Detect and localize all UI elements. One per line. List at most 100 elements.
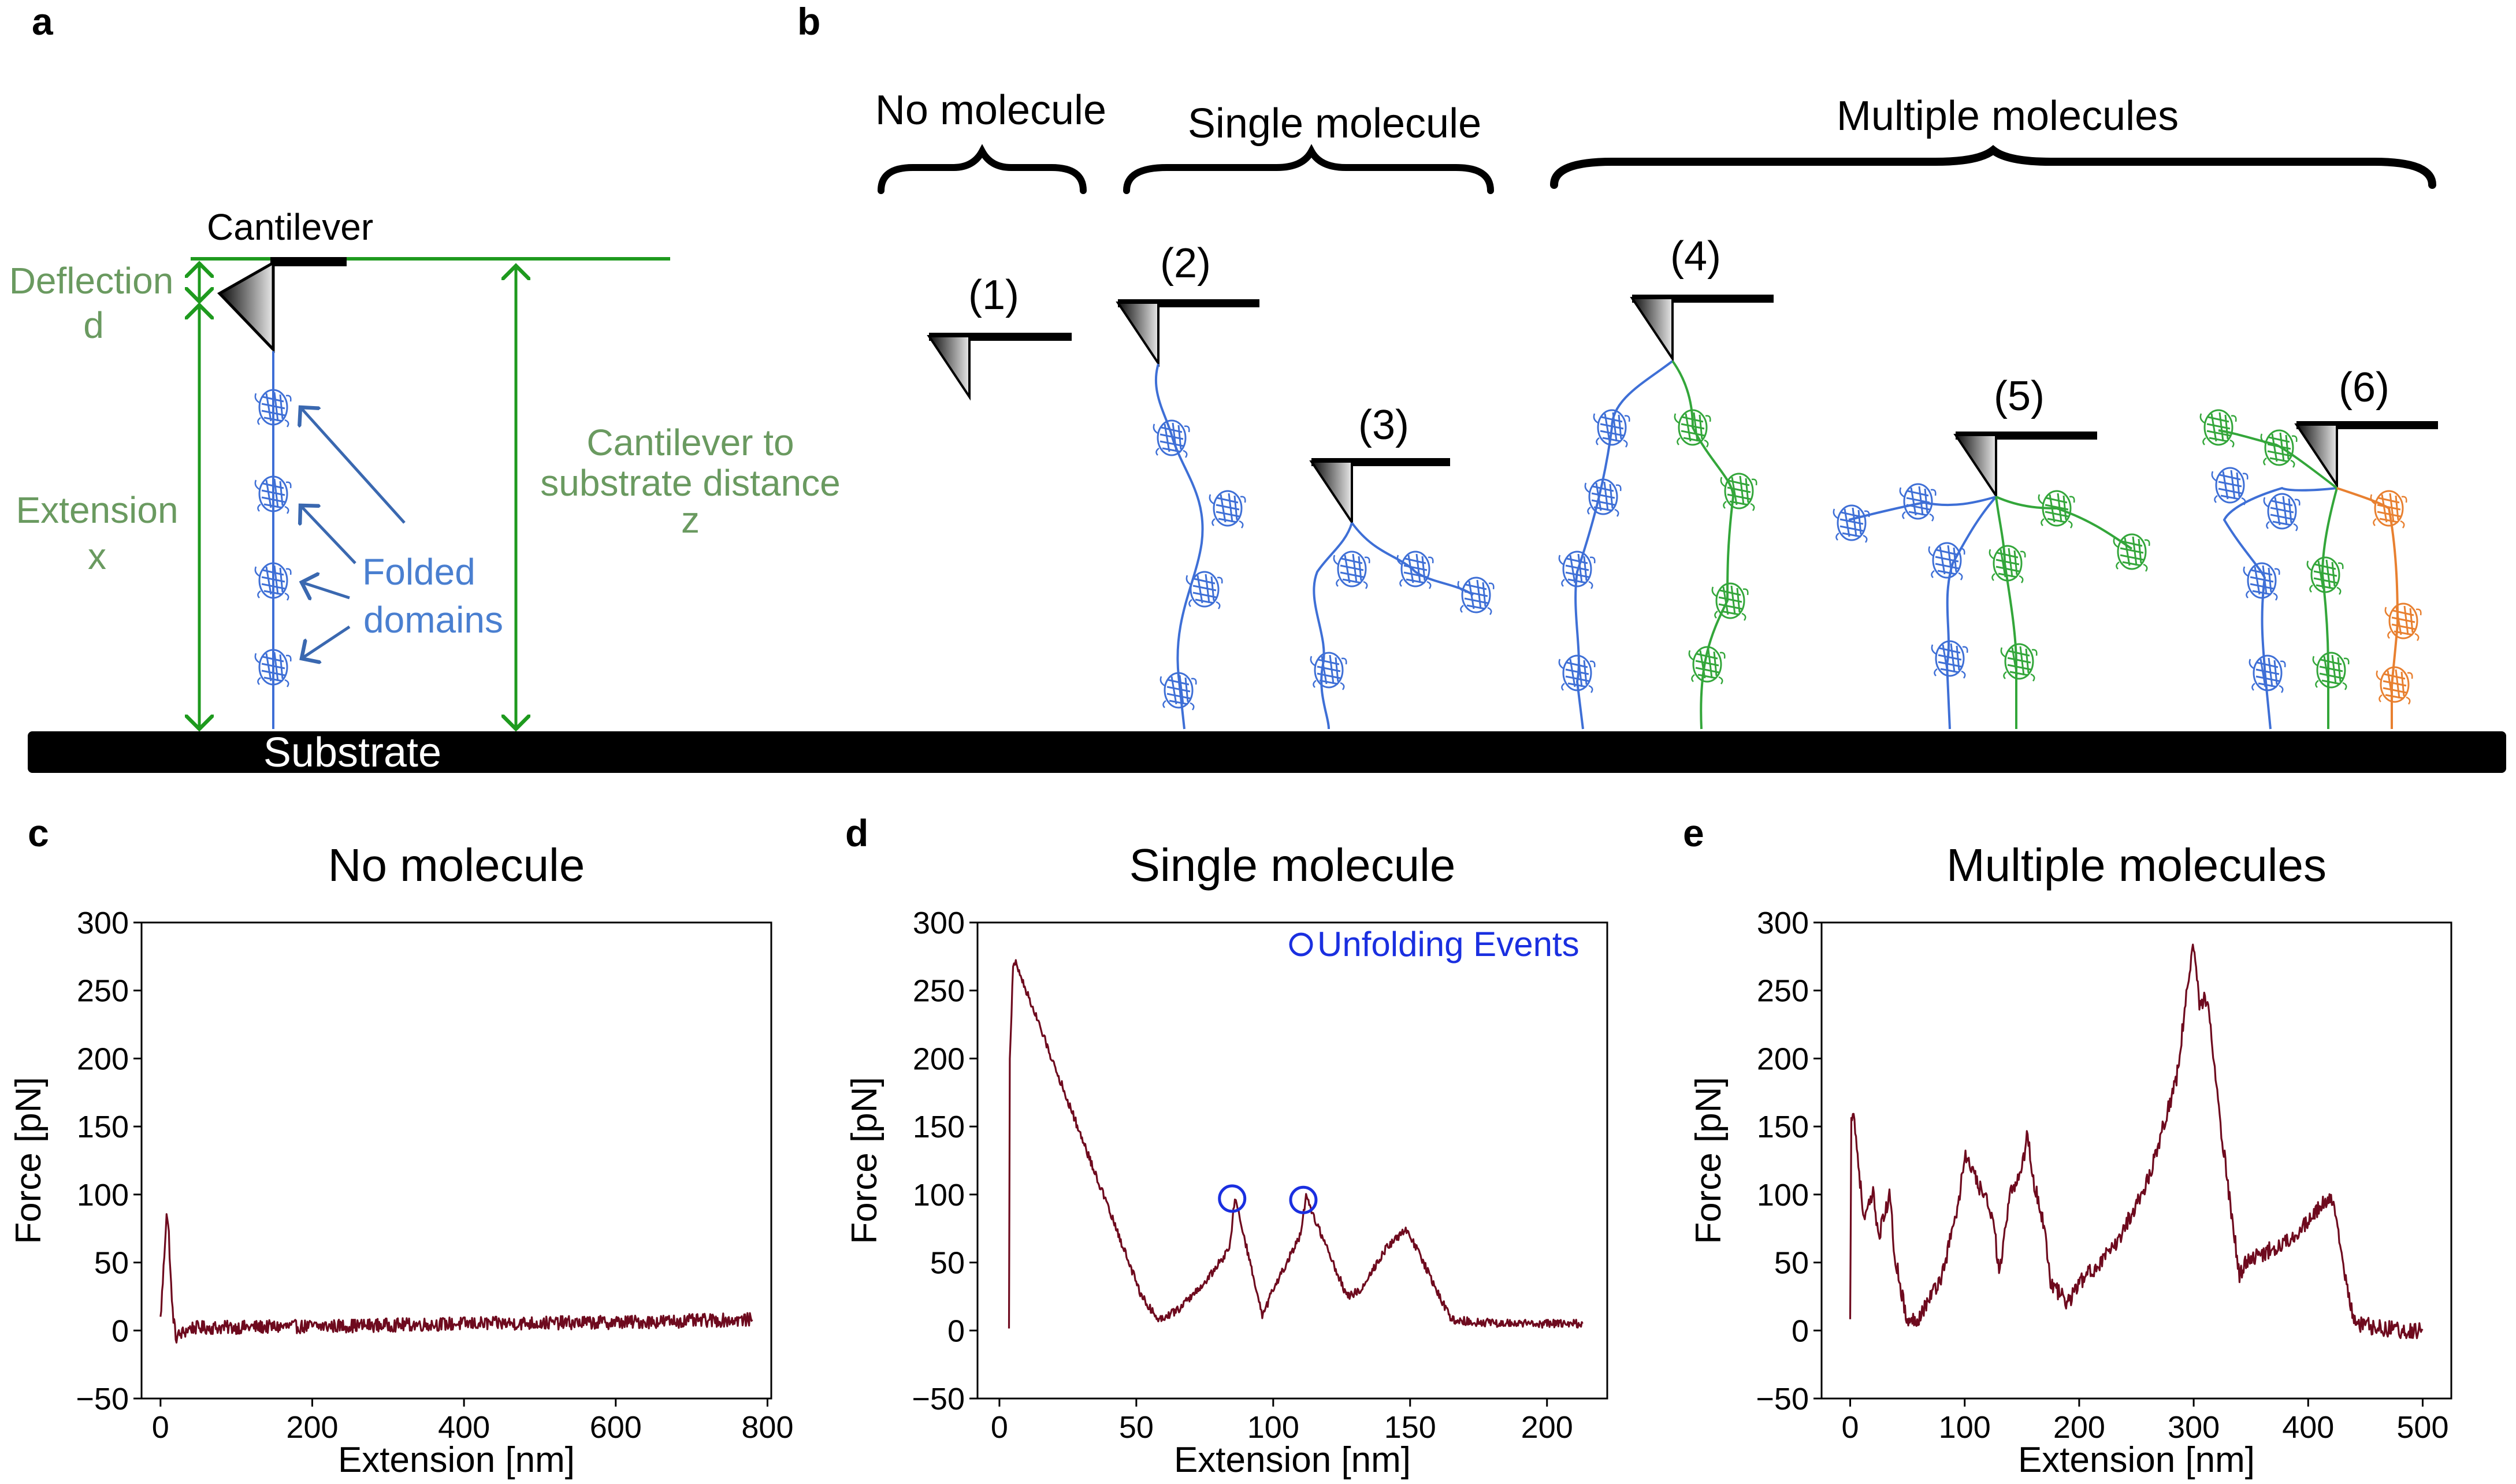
case-label-2: (2): [1160, 240, 1211, 287]
y-tick-label: 250: [1757, 974, 1809, 1009]
x-tick-label: 800: [741, 1410, 793, 1445]
y-tick-label: −50: [1756, 1382, 1809, 1416]
x-tick-label: 500: [2396, 1410, 2448, 1445]
y-tick-label: 200: [1757, 1042, 1809, 1076]
x-tick-label: 0: [152, 1410, 169, 1445]
brace-multiple: [1550, 145, 2436, 189]
cantilever-tip-6: [2295, 423, 2338, 486]
y-tick-label: 150: [1757, 1110, 1809, 1144]
force-trace: [1849, 943, 2424, 1340]
y-tick-label: 250: [77, 974, 129, 1009]
protein-chain-2: [1153, 363, 1246, 730]
legend-marker: [1289, 932, 1313, 957]
deflection-label: Deflection: [9, 260, 174, 302]
cantilever-tip: [217, 260, 275, 354]
case-label-4: (4): [1670, 233, 1721, 280]
folded-label-line2: domains: [363, 599, 503, 641]
y-tick-label: 0: [947, 1314, 965, 1348]
y-axis-label: Force [pN]: [845, 1077, 884, 1244]
y-tick-label: 200: [77, 1042, 129, 1076]
x-tick-label: 100: [1939, 1410, 1991, 1445]
x-tick-label: 600: [590, 1410, 642, 1445]
y-tick-label: −50: [912, 1382, 965, 1416]
x-tick-label: 200: [286, 1410, 338, 1445]
protein-chain-6-blue: [2211, 467, 2337, 730]
plot-frame: [1820, 921, 2452, 1400]
cantilever-tip-1: [928, 335, 971, 398]
protein-chain-4-green: [1671, 360, 1757, 730]
panel-letter-d: d: [845, 812, 868, 854]
chart-panel-c: c No molecule −50 0 50 100 150 200 250 300 0 200 400…: [9, 812, 793, 1480]
chart-title: No molecule: [328, 839, 585, 891]
cantilever-tip-2: [1117, 302, 1159, 365]
cantilever-tip-4: [1631, 297, 1674, 360]
protein-chain-6-orange: [2336, 487, 2422, 729]
legend-label: Unfolding Events: [1317, 925, 1580, 964]
y-tick-label: 50: [1774, 1246, 1809, 1281]
substrate-bar: [28, 731, 2506, 773]
chart-title: Single molecule: [1129, 839, 1456, 891]
x-tick-label: 200: [1521, 1410, 1573, 1445]
y-tick-label: 100: [913, 1178, 965, 1213]
case-label-5: (5): [1994, 373, 2045, 419]
cantilever-tip-5: [1954, 434, 1997, 497]
y-axis-label: Force [pN]: [9, 1077, 49, 1244]
y-tick-label: 300: [1757, 906, 1809, 940]
force-trace: [159, 1213, 753, 1344]
cantilever-label: Cantilever: [207, 206, 373, 248]
panel-letter-c: c: [28, 812, 49, 854]
y-axis-label: Force [pN]: [1689, 1077, 1729, 1244]
case-label-1: (1): [968, 272, 1019, 318]
y-tick-label: 300: [77, 906, 129, 940]
brace-single: [1123, 144, 1494, 194]
distance-symbol: z: [681, 499, 700, 541]
y-tick-label: 50: [94, 1246, 129, 1281]
x-tick-label: 150: [1384, 1410, 1436, 1445]
y-tick-label: 250: [913, 974, 965, 1009]
x-tick-label: 300: [2168, 1410, 2220, 1445]
protein-chain-5-green: [1989, 490, 2150, 729]
cantilever-tip-3: [1310, 460, 1353, 523]
x-tick-label: 200: [2053, 1410, 2105, 1445]
group-label-multiple: Multiple molecules: [1837, 93, 2179, 139]
panel-letter-b: b: [797, 0, 820, 43]
case-label-3: (3): [1358, 402, 1409, 448]
y-tick-label: 50: [930, 1246, 965, 1281]
y-tick-label: 100: [1757, 1178, 1809, 1213]
y-tick-label: 0: [112, 1314, 129, 1348]
y-tick-label: 200: [913, 1042, 965, 1076]
domain-pointer-arrows: [300, 407, 406, 659]
protein-chain-3: [1310, 522, 1495, 730]
y-tick-label: 0: [1792, 1314, 1809, 1348]
extension-label: Extension: [16, 489, 178, 531]
group-label-single: Single molecule: [1188, 101, 1481, 147]
protein-chain-6-green: [2199, 409, 2350, 729]
x-tick-label: 50: [1119, 1410, 1154, 1445]
y-tick-label: 300: [913, 906, 965, 940]
protein-chain-4-blue: [1558, 360, 1674, 730]
panel-letter-a: a: [32, 0, 54, 43]
unfolding-event-marker: [1289, 1185, 1318, 1214]
plot-frame: [140, 921, 772, 1400]
x-axis-label: Extension [nm]: [338, 1440, 575, 1480]
group-label-none: No molecule: [875, 87, 1106, 133]
protein-chain-5-blue: [1833, 483, 1997, 730]
folded-label-line1: Folded: [362, 551, 475, 593]
case-label-6: (6): [2339, 365, 2389, 411]
force-trace: [1008, 959, 1584, 1329]
x-axis-label: Extension [nm]: [1174, 1440, 1411, 1480]
distance-label-line2: substrate distance: [540, 462, 840, 504]
chart-panel-d: d Single molecule Unfolding Events −50 0 50 10…: [845, 812, 1608, 1480]
y-tick-label: 150: [913, 1110, 965, 1144]
deflection-symbol: d: [83, 304, 104, 346]
plot-frame: [976, 921, 1608, 1400]
x-tick-label: 100: [1247, 1410, 1299, 1445]
chart-title: Multiple molecules: [1946, 839, 2327, 891]
x-axis-label: Extension [nm]: [2018, 1440, 2255, 1480]
folded-domain-stack: [254, 351, 292, 729]
substrate-label: Substrate: [263, 730, 441, 776]
x-tick-label: 0: [991, 1410, 1008, 1445]
extension-symbol: x: [88, 535, 106, 577]
unfolding-event-marker: [1218, 1184, 1247, 1213]
